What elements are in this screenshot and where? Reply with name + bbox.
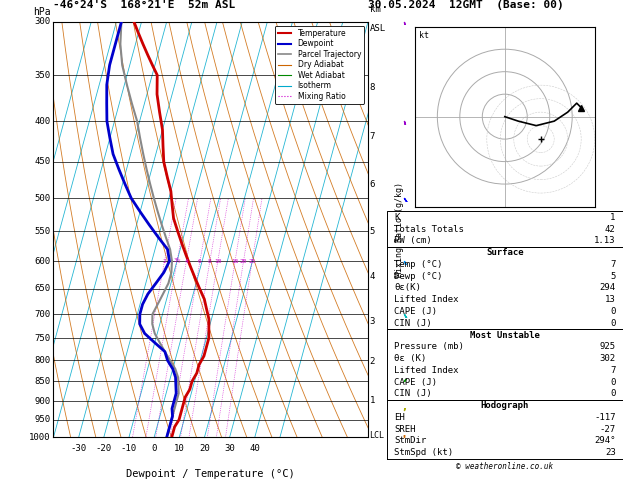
Text: θε (K): θε (K) xyxy=(394,354,426,363)
Text: 10: 10 xyxy=(214,259,221,263)
Text: 7: 7 xyxy=(370,132,375,141)
Text: 500: 500 xyxy=(34,194,50,203)
Text: LCL: LCL xyxy=(370,431,384,440)
Text: 3: 3 xyxy=(370,317,375,326)
Text: SREH: SREH xyxy=(394,425,415,434)
Text: Mixing Ratio (g/kg): Mixing Ratio (g/kg) xyxy=(395,182,404,277)
Text: Lifted Index: Lifted Index xyxy=(394,295,459,304)
Text: 2: 2 xyxy=(163,259,167,263)
Text: 350: 350 xyxy=(34,70,50,80)
Text: 0: 0 xyxy=(610,378,616,386)
Text: Pressure (mb): Pressure (mb) xyxy=(394,342,464,351)
Text: 700: 700 xyxy=(34,310,50,319)
Text: StmSpd (kt): StmSpd (kt) xyxy=(394,448,453,457)
Text: 7: 7 xyxy=(610,366,616,375)
Text: Totals Totals: Totals Totals xyxy=(394,225,464,234)
Text: 20: 20 xyxy=(199,444,210,452)
Text: -10: -10 xyxy=(121,444,137,452)
Text: 1000: 1000 xyxy=(29,433,50,442)
Text: -117: -117 xyxy=(594,413,616,422)
Text: 6: 6 xyxy=(198,259,202,263)
Text: 0: 0 xyxy=(610,307,616,316)
Text: 300: 300 xyxy=(34,17,50,26)
Text: θε(K): θε(K) xyxy=(394,283,421,293)
Text: 600: 600 xyxy=(34,257,50,265)
Text: Dewp (°C): Dewp (°C) xyxy=(394,272,442,280)
Text: ASL: ASL xyxy=(370,24,386,33)
Text: 20: 20 xyxy=(240,259,247,263)
Text: 294°: 294° xyxy=(594,436,616,446)
Text: 10: 10 xyxy=(174,444,185,452)
Text: 0: 0 xyxy=(152,444,157,452)
Text: Surface: Surface xyxy=(486,248,523,257)
Text: 1.13: 1.13 xyxy=(594,236,616,245)
Text: StmDir: StmDir xyxy=(394,436,426,446)
Text: 30: 30 xyxy=(224,444,235,452)
Text: K: K xyxy=(394,213,399,222)
Text: 550: 550 xyxy=(34,226,50,236)
Text: 294: 294 xyxy=(599,283,616,293)
Text: 450: 450 xyxy=(34,157,50,166)
Text: 13: 13 xyxy=(605,295,616,304)
Text: 650: 650 xyxy=(34,284,50,293)
Text: 7: 7 xyxy=(610,260,616,269)
Text: EH: EH xyxy=(394,413,404,422)
Text: 950: 950 xyxy=(34,415,50,424)
Text: Hodograph: Hodograph xyxy=(481,401,529,410)
Text: 900: 900 xyxy=(34,397,50,405)
Text: 400: 400 xyxy=(34,117,50,126)
Text: 40: 40 xyxy=(249,444,260,452)
Legend: Temperature, Dewpoint, Parcel Trajectory, Dry Adiabat, Wet Adiabat, Isotherm, Mi: Temperature, Dewpoint, Parcel Trajectory… xyxy=(275,26,364,104)
Text: -30: -30 xyxy=(70,444,87,452)
Text: 16: 16 xyxy=(231,259,239,263)
Text: Lifted Index: Lifted Index xyxy=(394,366,459,375)
Text: Most Unstable: Most Unstable xyxy=(470,330,540,340)
Text: 23: 23 xyxy=(605,448,616,457)
Text: CIN (J): CIN (J) xyxy=(394,319,431,328)
Text: 750: 750 xyxy=(34,333,50,343)
Text: 8: 8 xyxy=(370,83,375,92)
Text: 850: 850 xyxy=(34,377,50,386)
Text: PW (cm): PW (cm) xyxy=(394,236,431,245)
Text: Dewpoint / Temperature (°C): Dewpoint / Temperature (°C) xyxy=(126,469,295,479)
Text: © weatheronline.co.uk: © weatheronline.co.uk xyxy=(456,462,554,471)
Text: CIN (J): CIN (J) xyxy=(394,389,431,399)
Text: -27: -27 xyxy=(599,425,616,434)
Text: 4: 4 xyxy=(370,272,375,281)
Text: 0: 0 xyxy=(610,319,616,328)
Text: 25: 25 xyxy=(248,259,256,263)
Text: 925: 925 xyxy=(599,342,616,351)
Text: 8: 8 xyxy=(208,259,212,263)
Text: CAPE (J): CAPE (J) xyxy=(394,378,437,386)
Text: 6: 6 xyxy=(370,180,375,189)
Text: -20: -20 xyxy=(96,444,112,452)
Text: 1: 1 xyxy=(370,396,375,405)
Text: hPa: hPa xyxy=(33,7,50,17)
Text: 5: 5 xyxy=(610,272,616,280)
Text: km: km xyxy=(370,4,381,14)
Text: 302: 302 xyxy=(599,354,616,363)
Text: Temp (°C): Temp (°C) xyxy=(394,260,442,269)
Text: 2: 2 xyxy=(370,357,375,366)
Text: 4: 4 xyxy=(184,259,188,263)
Text: CAPE (J): CAPE (J) xyxy=(394,307,437,316)
Text: kt: kt xyxy=(420,31,430,40)
Text: 3½: 3½ xyxy=(174,259,181,263)
Text: 1: 1 xyxy=(610,213,616,222)
Text: 42: 42 xyxy=(605,225,616,234)
Text: -46°24'S  168°21'E  52m ASL: -46°24'S 168°21'E 52m ASL xyxy=(53,0,236,10)
Text: 800: 800 xyxy=(34,356,50,365)
Text: 30.05.2024  12GMT  (Base: 00): 30.05.2024 12GMT (Base: 00) xyxy=(368,0,564,10)
Text: 0: 0 xyxy=(610,389,616,399)
Text: 5: 5 xyxy=(370,227,375,236)
